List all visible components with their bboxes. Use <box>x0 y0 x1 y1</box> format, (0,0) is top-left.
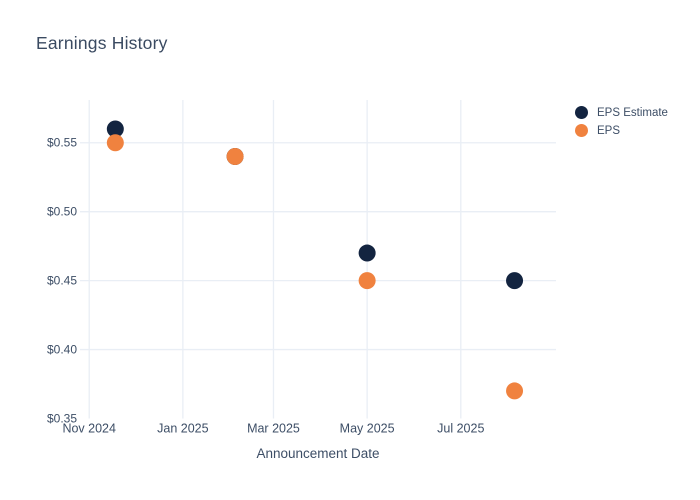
point-eps-estimate[interactable] <box>106 120 124 138</box>
eps-marker-icon <box>575 124 588 137</box>
legend-item-eps[interactable]: EPS <box>575 124 668 137</box>
x-tick-label: May 2025 <box>340 422 395 436</box>
legend: EPS Estimate EPS <box>575 106 668 137</box>
x-axis-title: Announcement Date <box>256 446 380 461</box>
eps-estimate-marker-icon <box>575 106 588 119</box>
legend-label-eps-estimate: EPS Estimate <box>597 106 668 119</box>
legend-label-eps: EPS <box>597 124 621 137</box>
point-eps-estimate[interactable] <box>506 272 524 290</box>
point-eps[interactable] <box>106 134 124 152</box>
x-tick-label: Jul 2025 <box>437 422 484 436</box>
legend-item-eps-estimate[interactable]: EPS Estimate <box>575 106 668 119</box>
x-tick-label: Nov 2024 <box>62 422 116 436</box>
chart-title: Earnings History <box>36 33 168 53</box>
x-tick-label: Jan 2025 <box>157 422 208 436</box>
y-tick-label: $0.50 <box>47 205 77 219</box>
point-eps[interactable] <box>226 148 244 166</box>
x-tick-label: Mar 2025 <box>247 422 300 436</box>
y-tick-label: $0.55 <box>47 136 77 150</box>
point-eps-estimate[interactable] <box>358 244 376 262</box>
y-tick-label: $0.45 <box>47 274 77 288</box>
y-tick-label: $0.40 <box>47 343 77 357</box>
point-eps[interactable] <box>358 272 376 290</box>
point-eps[interactable] <box>506 382 524 400</box>
y-tick-label: $0.35 <box>47 412 77 426</box>
